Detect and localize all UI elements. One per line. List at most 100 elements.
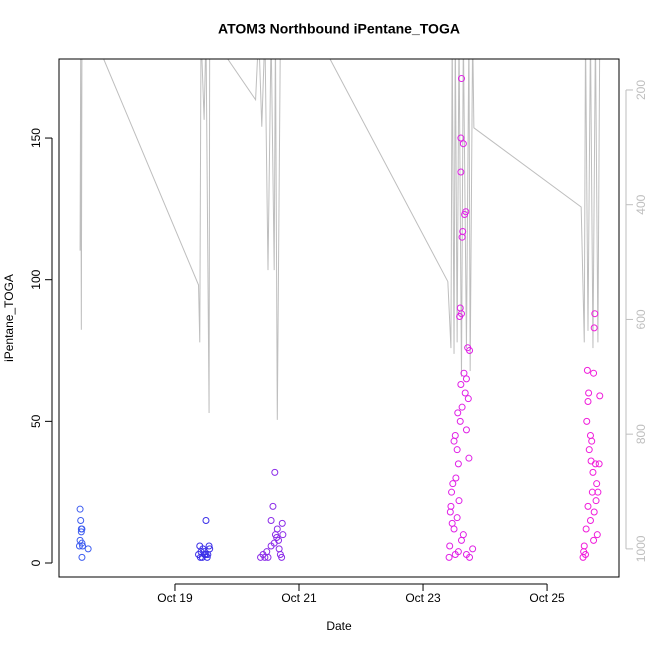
- scatter-point: [445, 553, 453, 561]
- scatter-point: [459, 140, 467, 148]
- scatter-point: [77, 528, 85, 536]
- scatter-point: [584, 398, 592, 406]
- scatter-point: [267, 517, 275, 525]
- scatter-point: [595, 460, 603, 468]
- y-tick-label: 150: [29, 128, 43, 148]
- scatter-point: [196, 553, 204, 561]
- scatter-point: [84, 545, 92, 553]
- scatter-point: [466, 347, 474, 355]
- scatter-point: [462, 426, 470, 434]
- scatter-point: [450, 525, 458, 533]
- y2-tick-label: 200: [634, 80, 648, 100]
- scatter-point: [590, 369, 598, 377]
- scatter-point: [205, 542, 213, 550]
- scatter-point: [590, 508, 598, 516]
- scatter-point: [202, 551, 210, 559]
- y2-tick-label: 1000: [634, 535, 648, 562]
- scatter-point: [206, 545, 214, 553]
- scatter-point: [270, 539, 278, 547]
- scatter-point: [273, 534, 281, 542]
- scatter-point: [583, 366, 591, 374]
- scatter-point: [586, 517, 594, 525]
- scatter-point: [202, 517, 210, 525]
- x-axis-label: Date: [326, 619, 352, 633]
- scatter-point: [593, 531, 601, 539]
- y-tick-label: 50: [29, 414, 43, 428]
- y2-tick-label: 400: [634, 194, 648, 214]
- line-series: [79, 59, 601, 420]
- scatter-point: [466, 553, 474, 561]
- scatter-point: [579, 553, 587, 561]
- plot-frame: [58, 58, 620, 578]
- scatter-point: [453, 446, 461, 454]
- scatter-point: [591, 460, 599, 468]
- scatter-point: [590, 324, 598, 332]
- scatter-point: [461, 211, 469, 219]
- scatter-point: [452, 474, 460, 482]
- scatter-point: [469, 545, 477, 553]
- scatter-point: [79, 542, 87, 550]
- y2-tick-label: 600: [634, 309, 648, 329]
- scatter-point: [269, 502, 277, 510]
- scatter-point: [263, 548, 271, 556]
- scatter-point: [75, 542, 83, 550]
- scatter-point: [457, 75, 465, 83]
- x-tick-label: Oct 19: [157, 591, 193, 605]
- scatter-point: [271, 468, 279, 476]
- scatter-point: [456, 417, 464, 425]
- scatter-point: [592, 497, 600, 505]
- scatter-point: [78, 525, 86, 533]
- scatter-point: [582, 525, 590, 533]
- y2-tick-label: 800: [634, 424, 648, 444]
- scatter-point: [446, 508, 454, 516]
- scatter-point: [456, 313, 464, 321]
- scatter-point: [77, 517, 85, 525]
- scatter-point: [460, 369, 468, 377]
- scatter-point: [585, 389, 593, 397]
- scatter-point: [457, 134, 465, 142]
- scatter-point: [583, 417, 591, 425]
- scatter-point: [76, 505, 84, 513]
- scatter-point: [457, 536, 465, 544]
- scatter-point: [454, 460, 462, 468]
- scatter-point: [453, 514, 461, 522]
- scatter-point: [455, 497, 463, 505]
- scatter-point: [458, 233, 466, 241]
- x-tick-label: Oct 23: [405, 591, 441, 605]
- y-axis-label: iPentane_TOGA: [2, 274, 16, 362]
- y-tick-label: 0: [29, 559, 43, 566]
- scatter-point: [279, 531, 287, 539]
- scatter-point: [585, 446, 593, 454]
- scatter-point: [451, 551, 459, 559]
- scatter-point: [588, 488, 596, 496]
- scatter-point: [448, 488, 456, 496]
- scatter-point: [584, 502, 592, 510]
- scatter-point: [465, 454, 473, 462]
- scatter-point: [457, 381, 465, 389]
- scatter-point: [461, 389, 469, 397]
- scatter-point: [278, 519, 286, 527]
- scatter-point: [78, 553, 86, 561]
- scatter-point: [457, 168, 465, 176]
- x-tick-label: Oct 21: [281, 591, 317, 605]
- y-tick-label: 100: [29, 269, 43, 289]
- scatter-point: [591, 310, 599, 318]
- scatter-point: [458, 403, 466, 411]
- scatter-point: [446, 542, 454, 550]
- scatter-point: [450, 437, 458, 445]
- plot-area: [75, 59, 604, 561]
- chart-title: ATOM3 Northbound iPentane_TOGA: [218, 21, 460, 37]
- scatter-point: [449, 480, 457, 488]
- scatter-point: [464, 395, 472, 403]
- scatter-point: [278, 553, 286, 561]
- scatter-point: [462, 375, 470, 383]
- x-tick-label: Oct 25: [529, 591, 565, 605]
- scatter-point: [596, 392, 604, 400]
- scatter-point: [590, 536, 598, 544]
- scatter-point: [588, 437, 596, 445]
- scatter-point: [454, 409, 462, 417]
- scatter-point: [593, 480, 601, 488]
- scatter-point: [589, 468, 597, 476]
